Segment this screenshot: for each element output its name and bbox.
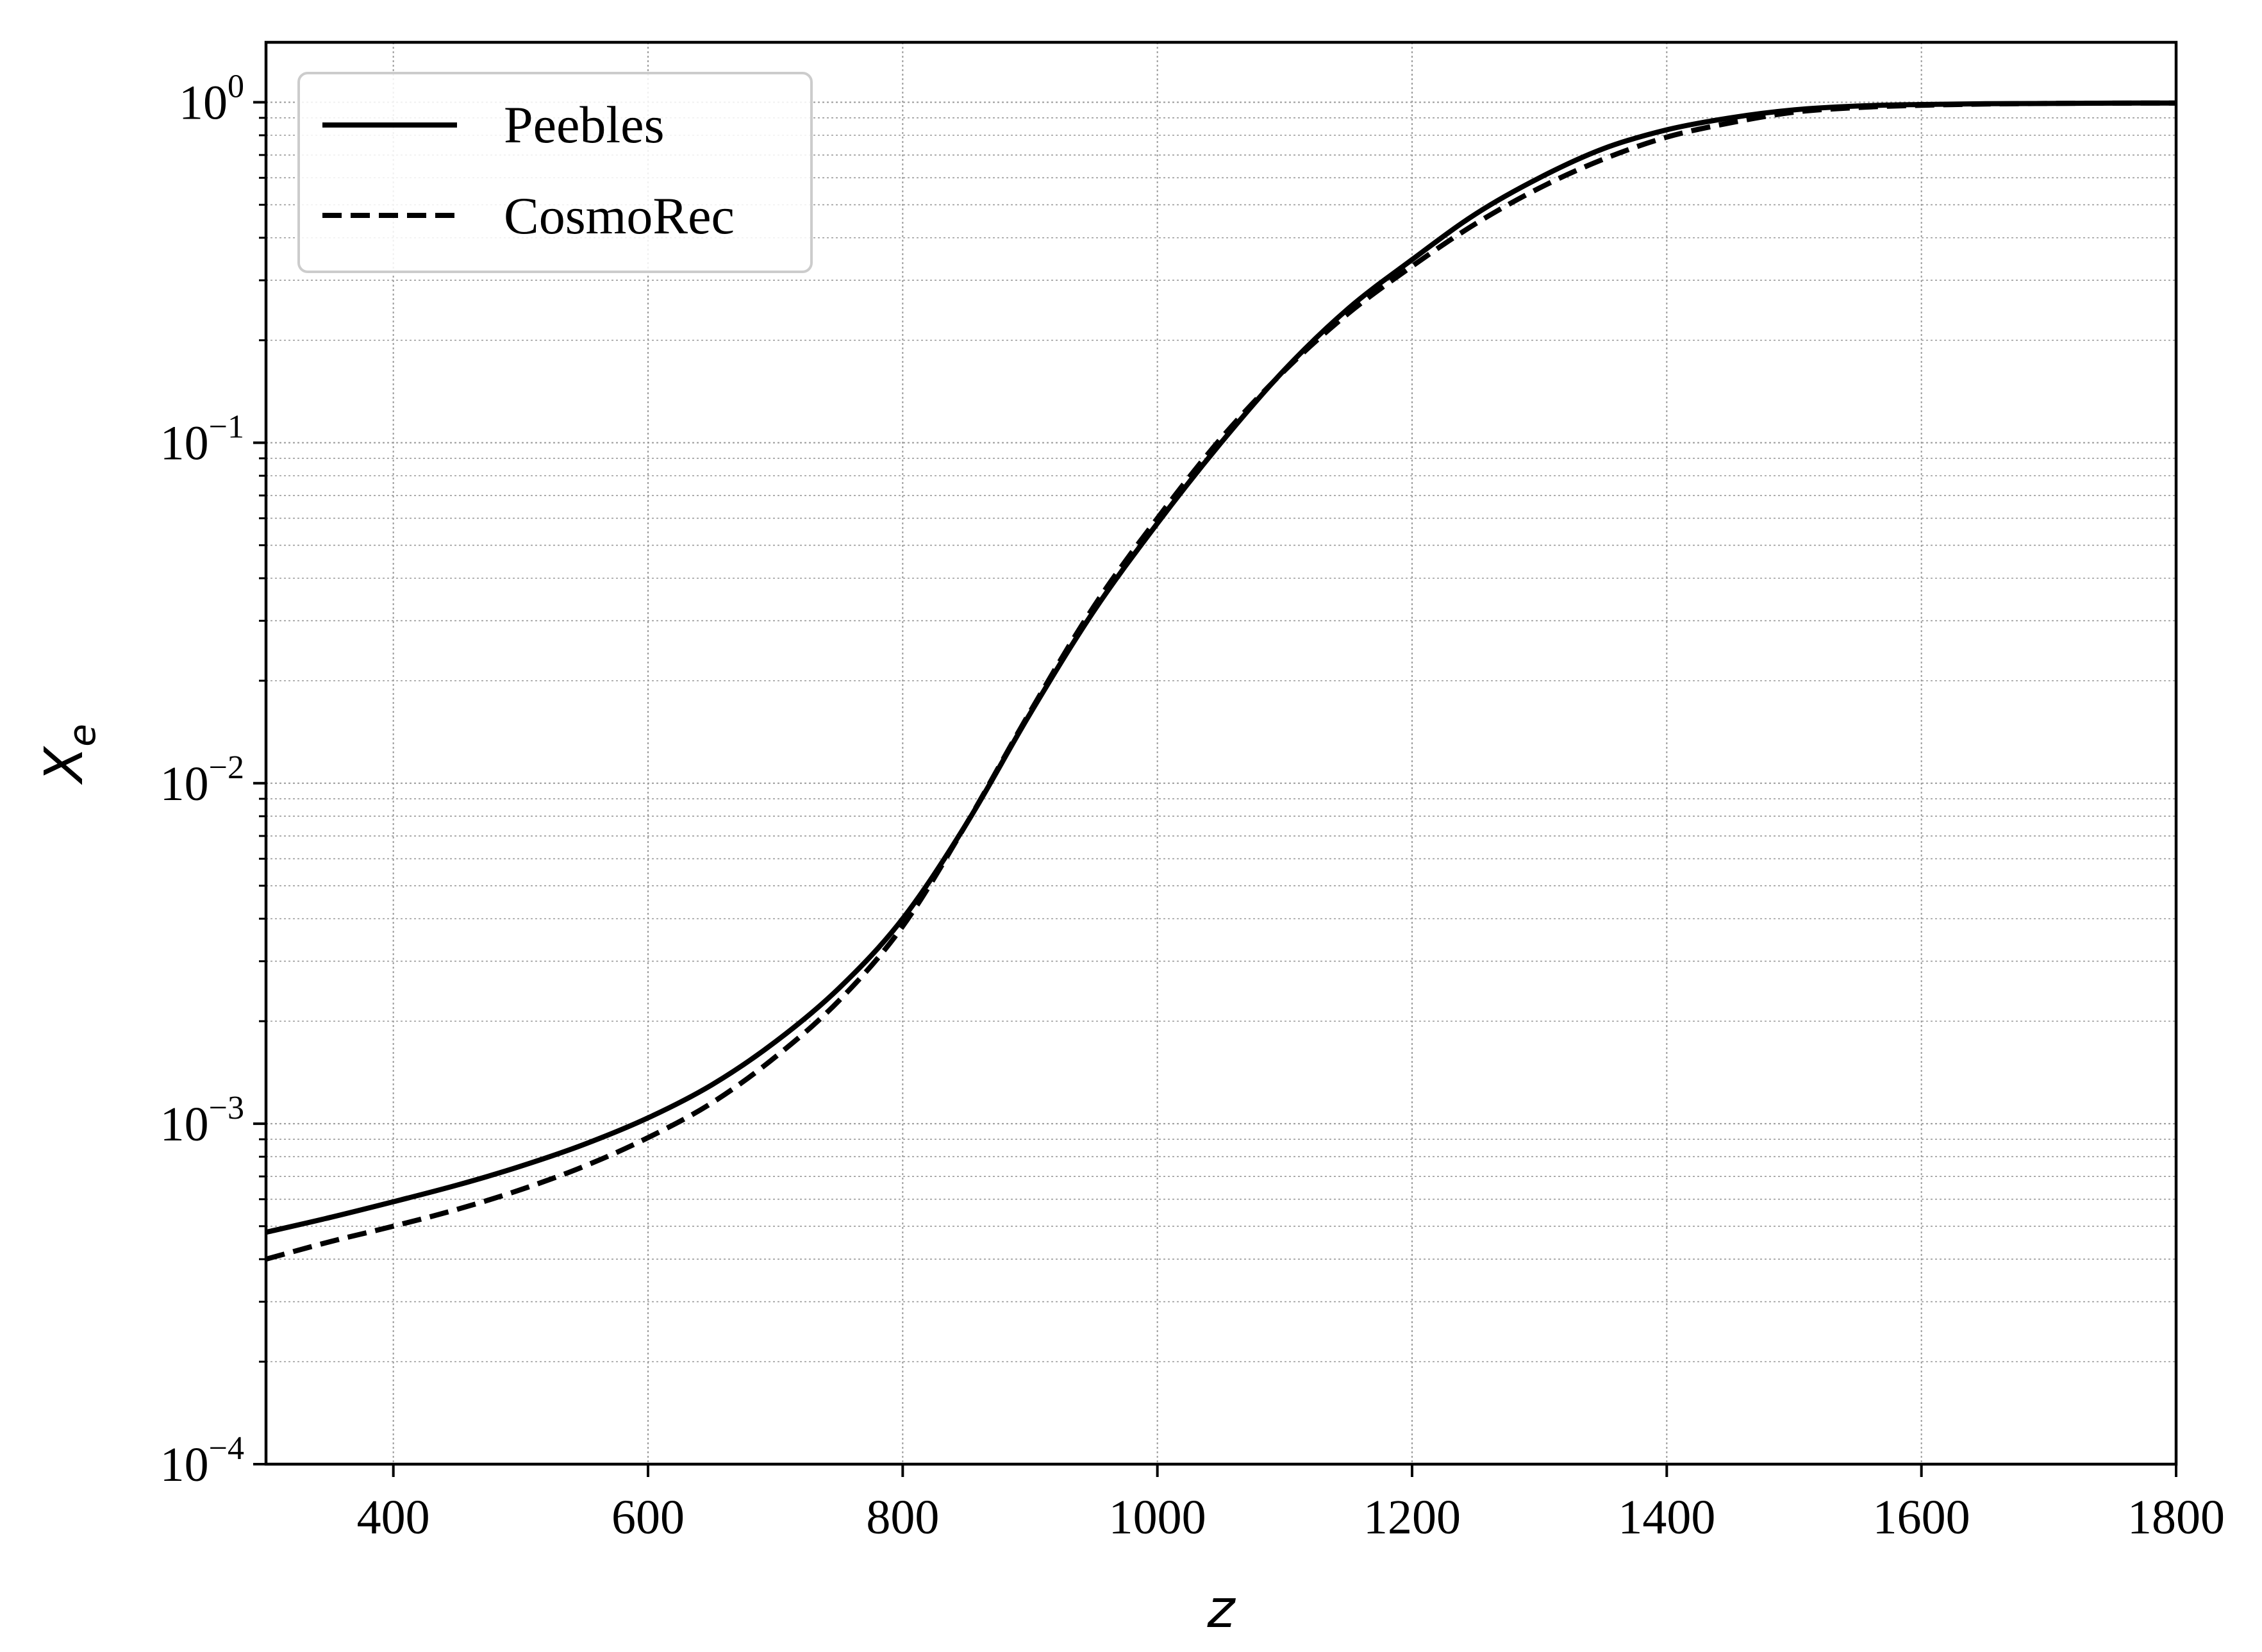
series-line-cosmorec xyxy=(265,100,2177,1262)
svg-text:Xe: Xe xyxy=(34,724,104,785)
legend-label-cosmorec: CosmoRec xyxy=(504,187,735,245)
y-tick-label-base: 10 xyxy=(179,76,228,130)
legend-label-peebles: Peebles xyxy=(504,96,664,154)
grid xyxy=(266,42,2177,1465)
y-tick-label-exp: −2 xyxy=(209,749,244,786)
ticks xyxy=(253,101,2177,1477)
x-axis-label: z xyxy=(1206,1579,1236,1640)
x-tick-label: 400 xyxy=(357,1490,430,1544)
y-tick-label: 100 xyxy=(179,69,244,130)
y-axis-label-main: X xyxy=(34,746,95,785)
y-tick-label-base: 10 xyxy=(160,757,209,811)
y-tick-label-base: 10 xyxy=(160,1097,209,1151)
series-layer xyxy=(265,100,2177,1262)
x-tick-label: 800 xyxy=(866,1490,939,1544)
legend: Peebles CosmoRec xyxy=(297,72,813,273)
y-tick-label: 10−4 xyxy=(160,1430,244,1492)
y-tick-label: 10−2 xyxy=(160,749,244,811)
x-tick-label: 1800 xyxy=(2127,1490,2225,1544)
y-tick-label-base: 10 xyxy=(160,417,209,471)
x-tick-label: 600 xyxy=(611,1490,685,1544)
y-tick-label-exp: −1 xyxy=(209,409,244,446)
y-tick-label-exp: −4 xyxy=(209,1430,244,1467)
y-tick-label: 10−3 xyxy=(160,1090,244,1151)
x-tick-label: 1200 xyxy=(1363,1490,1461,1544)
y-tick-label-base: 10 xyxy=(160,1438,209,1492)
tick-labels: 400 600 800 1000 1200 1400 1600 180010−410−310−… xyxy=(160,69,2225,1544)
x-tick-label: 1600 xyxy=(1873,1490,1970,1544)
x-tick-label: 1400 xyxy=(1618,1490,1715,1544)
y-tick-label-exp: −3 xyxy=(209,1090,244,1126)
y-axis-label-sub: e xyxy=(60,724,104,747)
y-axis-label: Xe xyxy=(34,724,104,785)
y-tick-label: 10−1 xyxy=(160,409,244,471)
y-tick-label-exp: 0 xyxy=(228,69,244,105)
x-tick-label: 1000 xyxy=(1109,1490,1206,1544)
plot-frame xyxy=(264,40,2178,1466)
